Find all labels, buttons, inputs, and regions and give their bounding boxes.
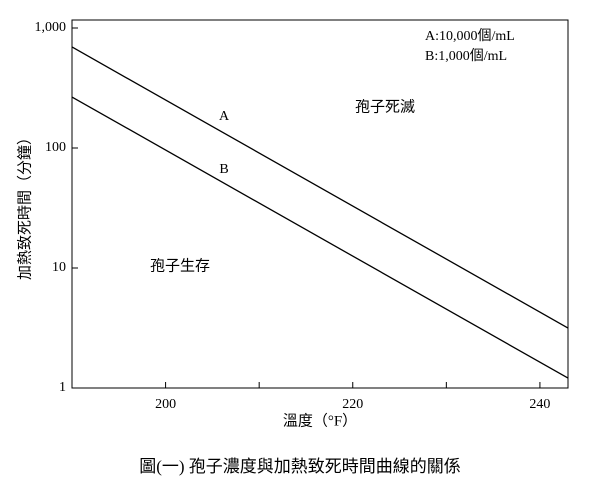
y-axis-label: 加熱致死時間（分鐘）: [16, 130, 33, 280]
annotation: 孢子生存: [150, 257, 210, 274]
y-tick-label: 1,000: [35, 20, 67, 35]
y-tick-label: 1: [59, 380, 66, 395]
y-tick-label: 100: [45, 140, 66, 155]
legend-text: B:1,000個/mL: [425, 48, 507, 64]
x-axis-label: 溫度（°F）: [283, 412, 357, 429]
caption: 圖(一) 孢子濃度與加熱致死時間曲線的關係: [139, 457, 461, 476]
plot-frame: [71, 19, 569, 389]
x-tick-label: 200: [155, 397, 176, 412]
series-label: B: [219, 162, 228, 177]
x-tick-label: 220: [342, 397, 363, 412]
legend-text: A:10,000個/mL: [425, 28, 515, 44]
series-line: [71, 96, 569, 379]
x-tick-label: 240: [529, 397, 550, 412]
annotation: 孢子死滅: [355, 98, 415, 115]
series-label: A: [219, 109, 230, 124]
series-line: [71, 46, 569, 329]
y-tick-label: 10: [52, 260, 66, 275]
